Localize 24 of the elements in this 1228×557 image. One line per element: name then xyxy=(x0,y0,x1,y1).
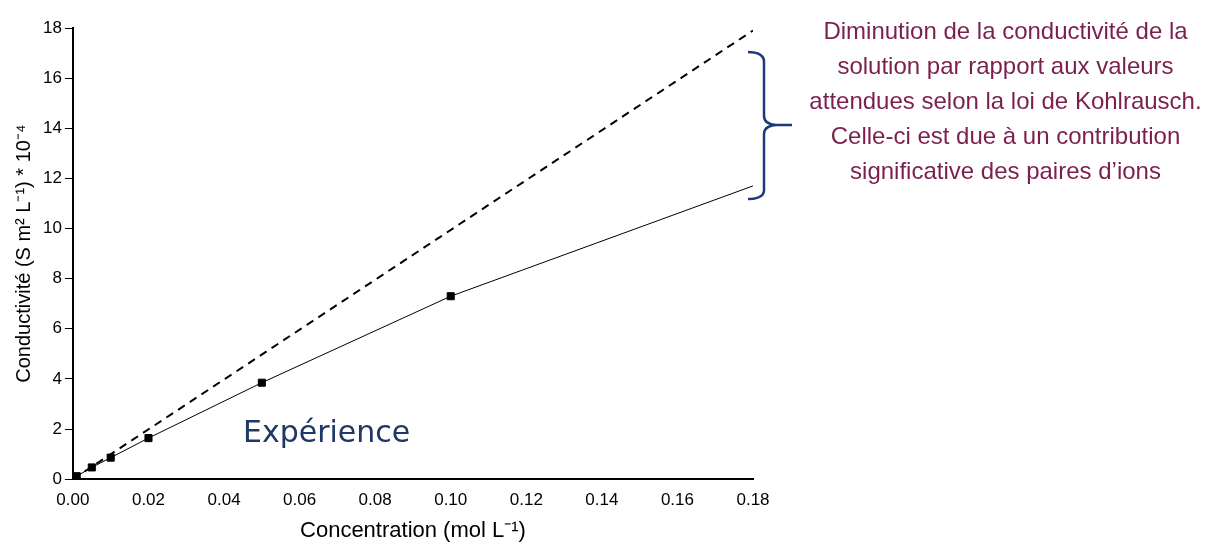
y-axis-title: Conductivité (S m² L⁻¹) * 10⁻⁴ xyxy=(11,124,34,383)
x-axis-title: Concentration (mol L⁻¹) xyxy=(300,516,526,542)
x-tick-label: 0.12 xyxy=(509,490,543,510)
x-tick-label: 0.10 xyxy=(434,490,468,510)
x-tick-label: 0.14 xyxy=(585,490,619,510)
x-tick-label: 0.00 xyxy=(56,490,90,510)
y-tick-label: 2 xyxy=(52,418,62,438)
y-tick-label: 10 xyxy=(42,218,62,238)
y-tick-label: 14 xyxy=(42,117,62,137)
x-tick-label: 0.06 xyxy=(283,490,317,510)
text: Diminution de la conductivité de la solution par rapport aux valeurs attendues selon la loi de Kohlrausch. Celle-ci est due à un contribution significative des paires d’ions xyxy=(808,16,1203,186)
series-label: Expérience xyxy=(242,413,411,449)
y-tick-label: 6 xyxy=(52,318,62,338)
y-tick-label: 16 xyxy=(42,67,62,87)
y-tick-label: 8 xyxy=(52,268,62,288)
y-tick-label: 0 xyxy=(52,468,62,488)
x-tick-label: 0.02 xyxy=(131,490,166,510)
x-tick-label: 0.04 xyxy=(207,490,241,510)
y-tick-label: 18 xyxy=(42,17,62,37)
x-tick-label: 0.18 xyxy=(736,490,770,510)
y-tick-label: 4 xyxy=(52,368,62,388)
x-tick-label: 0.08 xyxy=(358,490,392,510)
x-tick-label: 0.16 xyxy=(660,490,694,510)
y-tick-label: 12 xyxy=(42,168,62,188)
